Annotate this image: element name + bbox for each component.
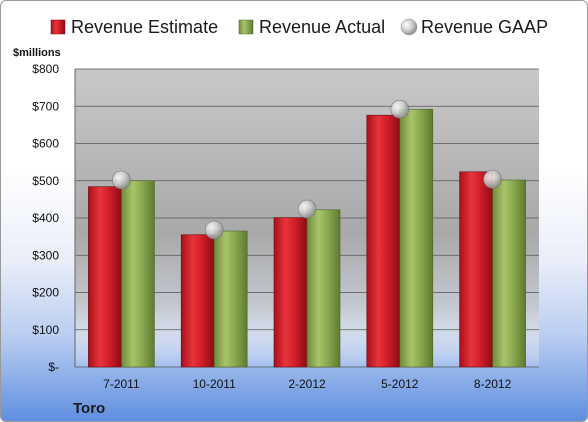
bar-revenue-estimate (273, 217, 308, 368)
legend-label-revenue-actual: Revenue Actual (259, 17, 385, 37)
y-tick-label: $400 (32, 211, 59, 225)
x-tick-label: 8-2012 (474, 377, 512, 391)
bars (88, 108, 526, 368)
legend-swatch-revenue-estimate (50, 19, 66, 35)
bar-revenue-actual (492, 179, 526, 368)
legend-swatch-revenue-actual (238, 19, 254, 35)
x-tick-label: 5-2012 (381, 377, 419, 391)
bar-revenue-estimate (459, 171, 493, 368)
y-tick-label: $300 (32, 248, 59, 262)
bar-revenue-estimate (180, 234, 215, 368)
y-tick-label: $500 (32, 174, 59, 188)
marker-revenue-gaap (112, 170, 131, 190)
y-tick-label: $100 (32, 323, 59, 337)
y-axis: $- $100 $200 $300 $400 $500 $600 $700 $800 (32, 62, 76, 374)
bar-revenue-actual (306, 209, 341, 368)
bar-revenue-actual (121, 180, 155, 368)
y-tick-label: $- (48, 360, 59, 374)
x-axis: 7-2011 10-2011 2-2012 5-2012 8-2012 (103, 377, 511, 391)
y-tick-label: $800 (32, 62, 59, 76)
legend-label-revenue-gaap: Revenue GAAP (421, 17, 548, 37)
company-label: Toro (73, 400, 105, 417)
marker-revenue-gaap (483, 169, 502, 189)
legend-label-revenue-estimate: Revenue Estimate (71, 17, 218, 37)
x-tick-label: 10-2011 (193, 377, 236, 391)
bar-revenue-actual (399, 108, 434, 368)
y-tick-label: $600 (32, 137, 59, 151)
unit-label: $millions (13, 47, 61, 59)
y-tick-label: $700 (32, 99, 59, 113)
marker-revenue-gaap (297, 199, 317, 219)
marker-revenue-gaap (390, 99, 410, 119)
x-tick-label: 2-2012 (288, 377, 326, 391)
legend: Revenue Estimate Revenue Actual Revenue … (50, 17, 548, 37)
gaap-markers (112, 99, 502, 240)
legend-swatch-revenue-gaap (400, 18, 418, 36)
bar-revenue-actual (213, 230, 248, 368)
y-tick-label: $200 (32, 286, 59, 300)
bar-revenue-estimate (366, 114, 401, 368)
x-tick-label: 7-2011 (103, 377, 140, 391)
bar-revenue-estimate (88, 186, 122, 368)
marker-revenue-gaap (204, 220, 224, 240)
